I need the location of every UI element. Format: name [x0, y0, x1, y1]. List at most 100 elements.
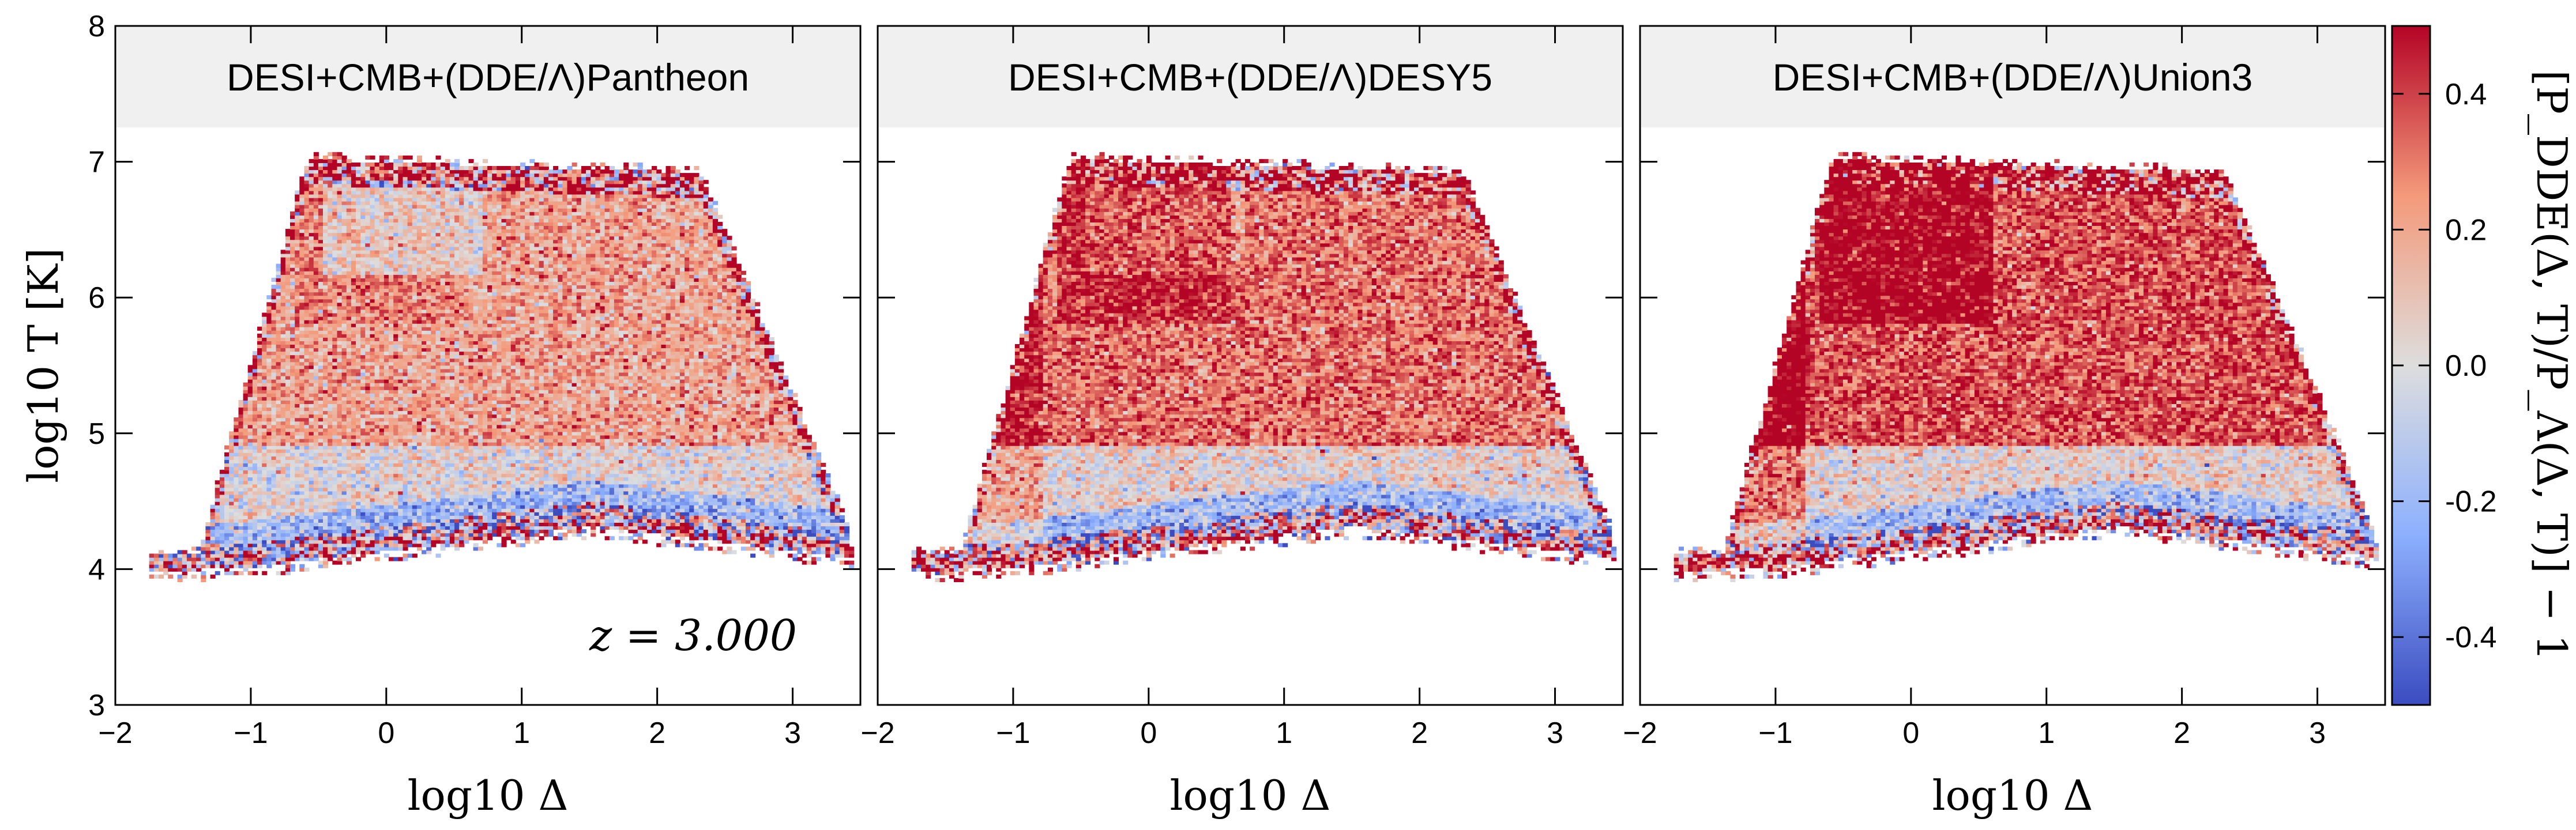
heatmap-cell: [440, 522, 446, 527]
heatmap-cell: [360, 431, 366, 436]
heatmap-cell: [389, 285, 394, 289]
heatmap-cell: [276, 491, 281, 495]
heatmap-cell: [257, 480, 263, 485]
heatmap-cell: [379, 281, 385, 285]
heatmap-cell: [224, 501, 230, 505]
heatmap-cell: [271, 487, 277, 492]
heatmap-cell: [285, 459, 291, 463]
heatmap-cell: [351, 396, 356, 401]
heatmap-cell: [346, 267, 352, 271]
heatmap-cell: [280, 292, 286, 296]
heatmap-cell: [398, 319, 404, 324]
heatmap-cell: [365, 253, 371, 258]
heatmap-cell: [431, 194, 437, 198]
heatmap-cell: [323, 529, 329, 534]
heatmap-cell: [416, 180, 422, 184]
heatmap-cell: [360, 243, 366, 247]
heatmap-cell: [398, 176, 404, 181]
heatmap-cell: [290, 511, 296, 516]
heatmap-cell: [374, 375, 380, 380]
heatmap-cell: [383, 491, 389, 495]
heatmap-cell: [383, 473, 389, 478]
heatmap-cell: [426, 536, 432, 541]
heatmap-cell: [383, 326, 389, 331]
heatmap-cell: [383, 351, 389, 356]
heatmap-cell: [356, 407, 362, 412]
heatmap-cell: [356, 435, 362, 439]
heatmap-cell: [356, 348, 362, 352]
heatmap-cell: [407, 344, 413, 349]
heatmap-cell: [295, 508, 300, 512]
heatmap-cell: [229, 560, 235, 565]
heatmap-cell: [332, 288, 338, 293]
heatmap-cell: [422, 330, 427, 334]
heatmap-cell: [365, 518, 371, 523]
heatmap-cell: [243, 414, 249, 418]
heatmap-cell: [257, 477, 263, 481]
heatmap-cell: [426, 445, 432, 450]
heatmap-cell: [407, 543, 413, 548]
heatmap-cell: [299, 428, 305, 432]
heatmap-cell: [323, 497, 329, 502]
heatmap-cell: [351, 305, 356, 310]
heatmap-cell: [346, 319, 352, 324]
heatmap-cell: [182, 553, 187, 558]
heatmap-cell: [379, 176, 385, 181]
heatmap-cell: [422, 522, 427, 527]
heatmap-cell: [351, 438, 356, 443]
heatmap-cell: [393, 207, 399, 212]
heatmap-cell: [346, 358, 352, 363]
heatmap-cell: [323, 372, 329, 376]
heatmap-cell: [346, 204, 352, 209]
heatmap-cell: [299, 285, 305, 289]
heatmap-cell: [276, 428, 281, 432]
heatmap-cell: [234, 491, 239, 495]
heatmap-cell: [431, 288, 437, 293]
heatmap-cell: [247, 389, 253, 394]
heatmap-cell: [337, 260, 343, 265]
heatmap-cell: [416, 183, 422, 188]
heatmap-cell: [393, 396, 399, 401]
heatmap-cell: [346, 386, 352, 390]
heatmap-cell: [351, 236, 356, 240]
heatmap-cell: [328, 190, 333, 195]
heatmap-cell: [290, 214, 296, 219]
heatmap-cell: [398, 163, 404, 167]
heatmap-cell: [389, 511, 394, 516]
heatmap-cell: [416, 540, 422, 544]
heatmap-cell: [210, 518, 216, 523]
heatmap-cell: [379, 183, 385, 188]
heatmap-cell: [393, 246, 399, 251]
heatmap-cell: [435, 442, 441, 446]
heatmap-cell: [374, 431, 380, 436]
heatmap-cell: [332, 553, 338, 558]
heatmap-cell: [393, 504, 399, 509]
heatmap-cell: [243, 504, 249, 509]
heatmap-cell: [285, 533, 291, 537]
heatmap-cell: [435, 445, 441, 450]
heatmap-cell: [257, 546, 263, 551]
heatmap-cell: [290, 316, 296, 320]
heatmap-cell: [431, 309, 437, 314]
heatmap-cell: [295, 417, 300, 422]
heatmap-cell: [229, 529, 235, 534]
heatmap-cell: [398, 455, 404, 460]
heatmap-cell: [393, 497, 399, 502]
heatmap-cell: [266, 473, 272, 478]
heatmap-cell: [280, 302, 286, 307]
heatmap-cell: [280, 480, 286, 485]
heatmap-cell: [431, 435, 437, 439]
heatmap-cell: [280, 253, 286, 258]
heatmap-cell: [337, 166, 343, 171]
heatmap-cell: [271, 393, 277, 397]
heatmap-cell: [285, 340, 291, 345]
heatmap-cell: [365, 546, 371, 551]
heatmap-cell: [332, 417, 338, 422]
heatmap-cell: [445, 288, 450, 293]
heatmap-cell: [445, 344, 450, 349]
heatmap-cell: [351, 540, 356, 544]
heatmap-cell: [360, 267, 366, 271]
heatmap-cell: [445, 414, 450, 418]
heatmap-cell: [422, 221, 427, 226]
heatmap-cell: [318, 236, 324, 240]
